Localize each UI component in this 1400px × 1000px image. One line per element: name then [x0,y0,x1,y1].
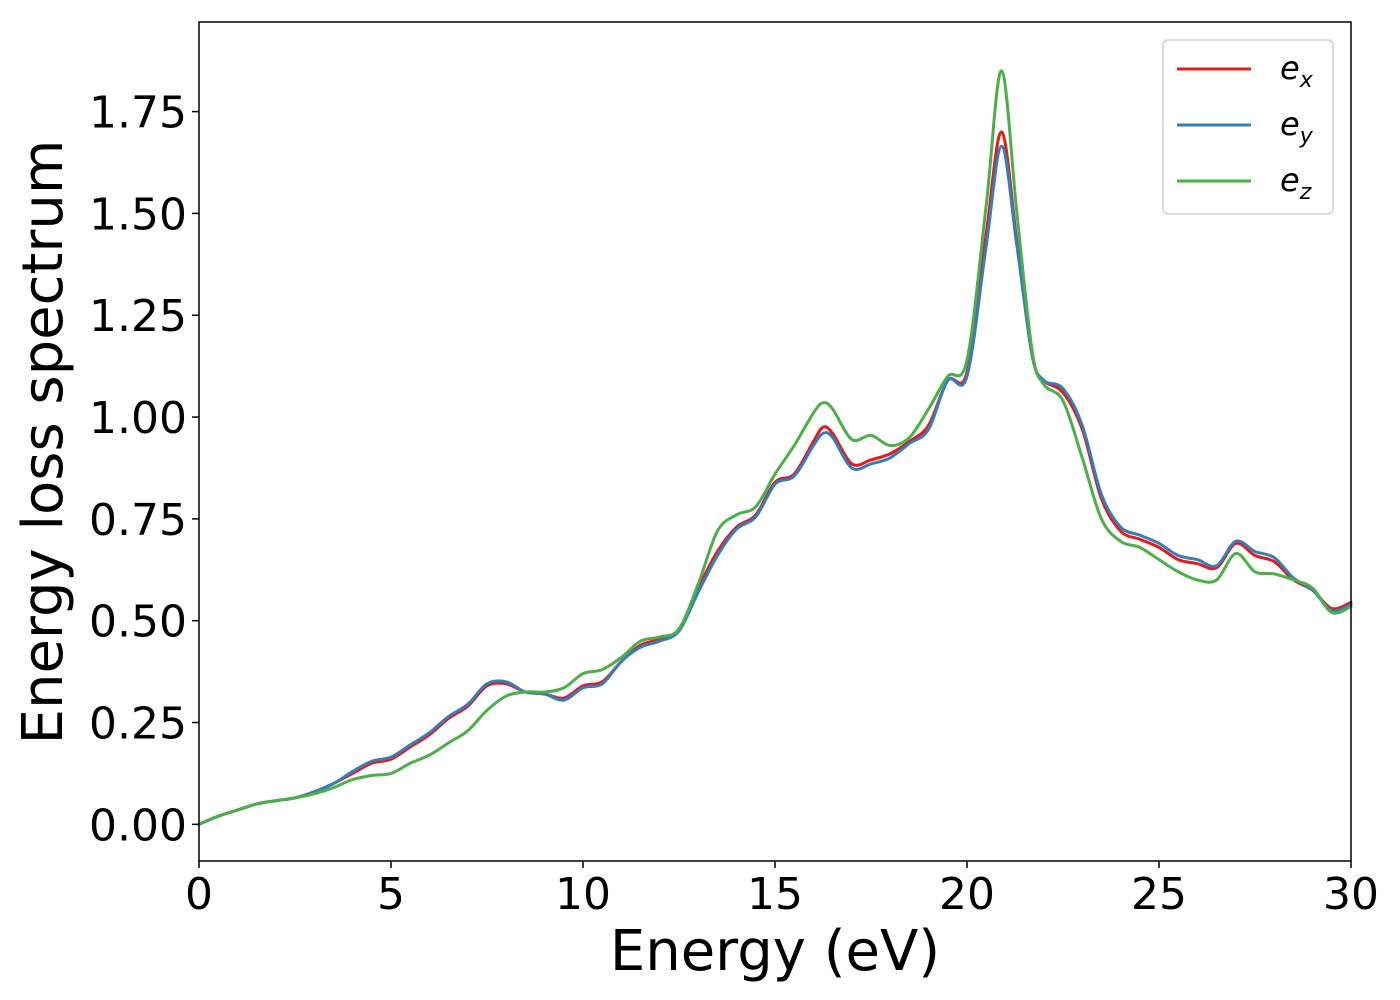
legend-label-x: ex [1280,49,1314,93]
legend-label-z: ez [1280,161,1312,205]
y-tick-label: 1.50 [89,189,187,240]
x-tick-label: 25 [1131,869,1187,920]
series-layer [197,69,1353,826]
y-axis-ticks: 0.00 0.25 0.50 0.75 1.00 1.25 1.50 1.75 [89,88,199,851]
series-line-y [197,144,1353,826]
x-tick-label: 0 [185,869,213,920]
x-tick-label: 15 [747,869,803,920]
y-tick-label: 1.25 [89,291,187,342]
y-tick-label: 1.00 [89,393,187,444]
x-axis-ticks: 0 5 10 15 20 25 30 [185,861,1379,920]
y-tick-label: 0.75 [89,495,187,546]
x-tick-label: 20 [939,869,995,920]
legend-label-y: ey [1280,105,1314,149]
series-line-z [197,69,1353,826]
legend-label-subscript: x [1299,68,1314,93]
x-axis-label: Energy (eV) [610,919,940,984]
legend-label-base: e [1280,49,1300,87]
x-tick-label: 10 [555,869,611,920]
legend-label-subscript: y [1299,124,1314,149]
legend-label-base: e [1280,161,1300,199]
y-tick-label: 0.00 [89,800,187,851]
y-tick-label: 0.50 [89,597,187,648]
series-line-x [197,130,1353,826]
x-tick-label: 30 [1323,869,1379,920]
legend-label-subscript: z [1299,180,1312,205]
y-axis-label: Energy loss spectrum [11,140,76,745]
y-tick-label: 1.75 [89,88,187,139]
legend-box [1162,39,1334,215]
plot-area [199,22,1351,861]
y-tick-label: 0.25 [89,699,187,750]
legend-label-base: e [1280,105,1300,143]
x-tick-label: 5 [377,869,405,920]
